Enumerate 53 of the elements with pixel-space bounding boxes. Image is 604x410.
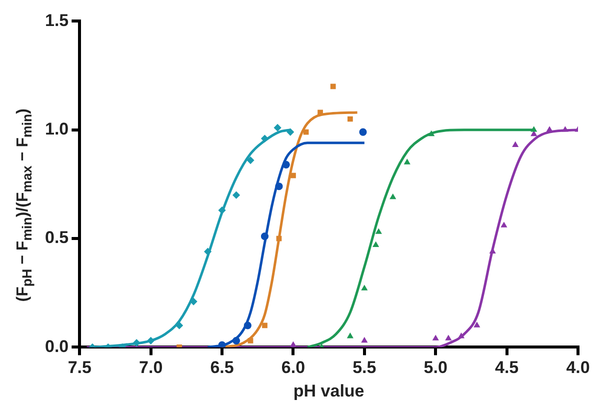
point [372, 241, 380, 247]
point [474, 322, 480, 328]
x-axis-title: pH value [293, 381, 364, 400]
x-tick-label: 4.5 [494, 358, 519, 378]
point [445, 334, 452, 340]
point [546, 126, 553, 132]
x-tick-label: 5.0 [424, 358, 448, 378]
point [290, 341, 297, 347]
point [262, 322, 268, 328]
point [330, 84, 336, 90]
point [390, 193, 396, 200]
point [248, 338, 254, 344]
point [290, 172, 296, 178]
x-tick-label: 7.0 [139, 358, 163, 378]
point [246, 156, 254, 164]
point [286, 128, 294, 136]
point [244, 322, 252, 330]
point [218, 206, 226, 214]
point [260, 232, 269, 240]
point [132, 339, 140, 347]
point [375, 228, 382, 234]
point [282, 160, 290, 168]
point [218, 341, 226, 348]
point [176, 322, 184, 330]
point [147, 336, 155, 344]
x-tick-label: 6.0 [281, 358, 306, 378]
point [562, 126, 568, 132]
point [346, 332, 354, 338]
point [275, 182, 283, 190]
point [274, 124, 282, 132]
point [432, 334, 439, 340]
x-tick-label: 6.5 [210, 358, 234, 378]
y-tick-label: 0.0 [44, 336, 69, 356]
point [232, 336, 240, 344]
y-tick-label: 1.0 [44, 120, 69, 139]
y-tick-label: 1.5 [44, 10, 69, 30]
point [232, 191, 240, 199]
point [458, 332, 465, 338]
line-series [206, 142, 366, 348]
point [204, 248, 212, 256]
point [428, 130, 435, 136]
x-tick-label: 5.5 [352, 358, 376, 378]
point [361, 336, 368, 343]
point [404, 158, 410, 164]
point [361, 284, 368, 290]
point [500, 222, 508, 228]
point [347, 116, 353, 122]
x-tick-label: 4.0 [566, 358, 590, 378]
x-tick-label: 7.5 [68, 358, 92, 378]
point [530, 126, 538, 132]
y-tick-label: 0.5 [44, 228, 69, 248]
point [359, 128, 367, 136]
point [512, 141, 519, 147]
